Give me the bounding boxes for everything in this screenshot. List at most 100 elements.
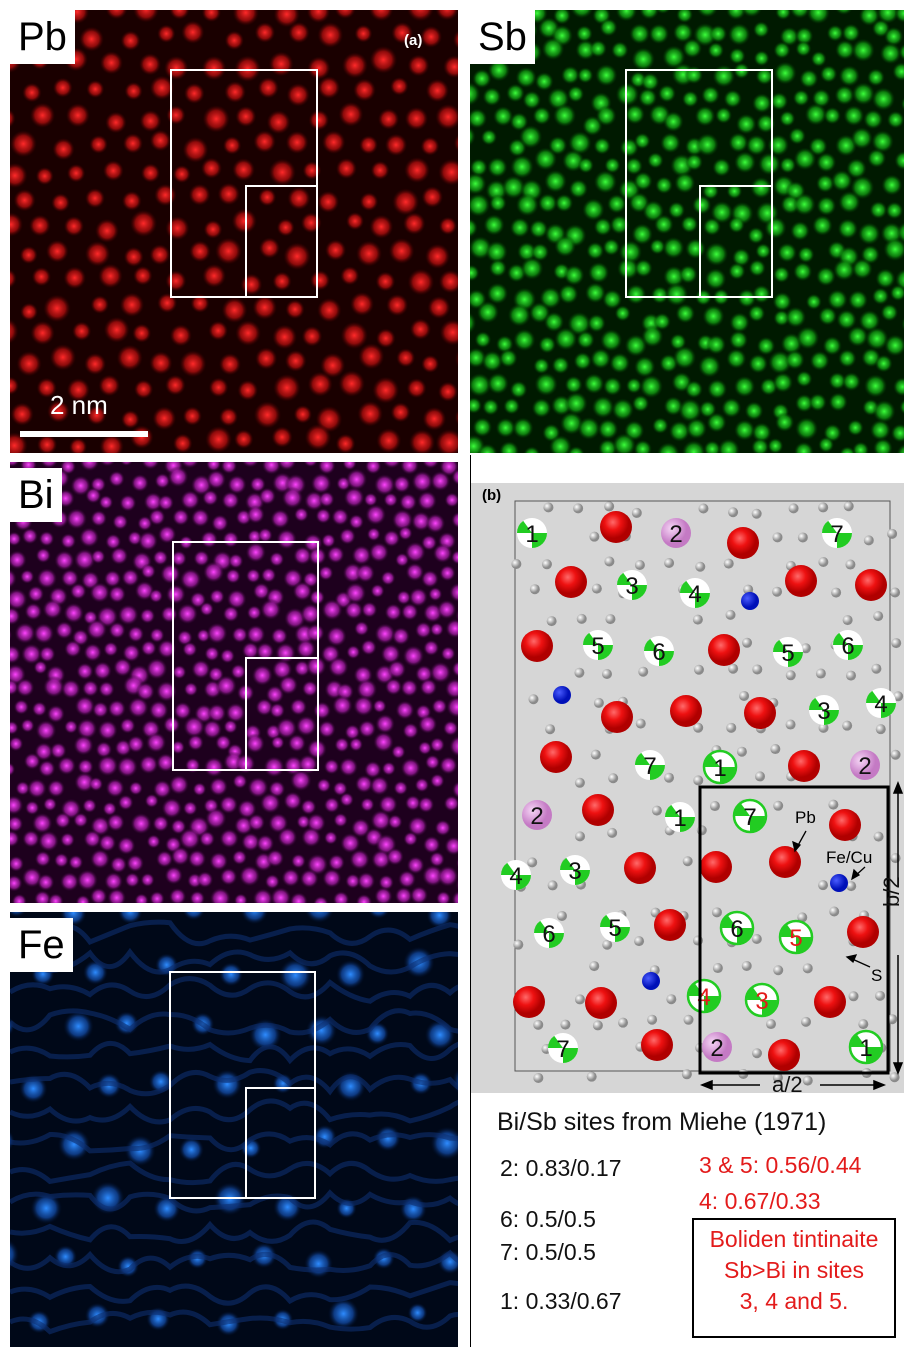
map-intensity-spot: [165, 216, 189, 240]
map-intensity-spot: [573, 352, 591, 370]
map-intensity-spot: [182, 137, 208, 163]
map-intensity-spot: [120, 718, 136, 734]
map-intensity-spot: [587, 314, 606, 333]
fe-map-panel: Fe: [10, 912, 458, 1347]
map-intensity-spot: [22, 528, 39, 545]
map-intensity-spot: [245, 734, 265, 754]
map-intensity-spot: [235, 106, 256, 127]
map-intensity-spot: [482, 87, 501, 106]
map-intensity-spot: [64, 640, 82, 658]
map-intensity-spot: [285, 300, 305, 320]
map-intensity-spot: [339, 792, 354, 807]
s-atom: [849, 991, 859, 1001]
legend-entry-site-6: 6: 0.5/0.5: [500, 1206, 596, 1233]
s-atom: [592, 584, 602, 594]
map-intensity-spot: [123, 133, 143, 153]
svg-text:5: 5: [591, 633, 604, 660]
map-intensity-spot: [576, 331, 594, 349]
map-intensity-spot: [76, 663, 94, 681]
map-intensity-spot: [775, 413, 794, 432]
map-intensity-spot: [391, 402, 411, 422]
map-intensity-spot: [220, 868, 238, 886]
map-intensity-spot: [108, 699, 127, 718]
s-atom: [635, 560, 645, 570]
map-intensity-spot: [302, 326, 323, 347]
map-intensity-spot: [872, 87, 896, 111]
map-intensity-spot: [600, 329, 622, 351]
map-intensity-spot: [141, 564, 156, 579]
map-intensity-spot: [338, 102, 363, 127]
map-intensity-spot: [701, 86, 720, 105]
map-intensity-spot: [603, 377, 622, 396]
map-intensity-spot: [542, 37, 565, 60]
map-intensity-spot: [755, 243, 771, 259]
map-intensity-spot: [336, 960, 366, 990]
map-intensity-spot: [838, 219, 859, 240]
s-atom: [712, 907, 722, 917]
map-intensity-spot: [589, 40, 607, 58]
map-intensity-spot: [554, 235, 576, 257]
map-intensity-spot: [277, 219, 295, 237]
map-intensity-spot: [202, 105, 230, 133]
s-atom: [801, 1017, 811, 1027]
map-intensity-spot: [384, 603, 402, 621]
map-intensity-spot: [180, 568, 202, 590]
map-intensity-spot: [183, 801, 198, 816]
s-atom: [593, 1020, 603, 1030]
map-intensity-spot: [685, 380, 703, 398]
map-intensity-spot: [10, 130, 37, 157]
svg-text:4: 4: [874, 691, 887, 718]
map-intensity-spot: [789, 127, 806, 144]
map-intensity-spot: [863, 109, 883, 129]
map-intensity-spot: [681, 215, 699, 233]
bi-sb-site-6: 6: [644, 636, 674, 666]
map-intensity-spot: [67, 164, 86, 183]
map-intensity-spot: [120, 293, 145, 318]
svg-text:6: 6: [841, 633, 854, 660]
map-intensity-spot: [430, 622, 444, 636]
map-intensity-spot: [522, 91, 541, 110]
map-intensity-spot: [172, 665, 187, 680]
s-atom: [739, 691, 749, 701]
map-intensity-spot: [374, 474, 396, 496]
map-intensity-spot: [53, 78, 73, 98]
s-atom: [726, 610, 736, 620]
map-intensity-spot: [204, 646, 220, 662]
map-intensity-spot: [89, 135, 108, 154]
pb-atom: [585, 987, 617, 1019]
map-intensity-spot: [439, 565, 456, 582]
map-intensity-spot: [16, 678, 35, 697]
map-intensity-spot: [421, 186, 443, 208]
s-atom: [858, 1019, 868, 1029]
map-intensity-spot: [632, 47, 656, 71]
map-intensity-spot: [607, 194, 627, 214]
map-intensity-spot: [75, 696, 96, 717]
boliden-note-line-3: 3, 4 and 5.: [694, 1288, 894, 1315]
map-intensity-spot: [371, 161, 390, 180]
s-atom: [752, 934, 762, 944]
map-intensity-spot: [141, 640, 157, 656]
map-intensity-spot: [103, 641, 118, 656]
map-intensity-spot: [125, 872, 141, 888]
map-intensity-spot: [228, 553, 244, 569]
map-intensity-spot: [827, 289, 848, 310]
s-atom: [829, 907, 839, 917]
map-intensity-spot: [401, 758, 421, 778]
map-intensity-spot: [82, 680, 99, 697]
svg-text:2: 2: [710, 1035, 723, 1062]
map-intensity-spot: [179, 1137, 204, 1162]
map-intensity-spot: [20, 303, 38, 321]
map-intensity-spot: [154, 184, 177, 207]
s-atom: [575, 778, 585, 788]
map-intensity-spot: [269, 52, 294, 77]
map-intensity-spot: [177, 603, 198, 624]
map-intensity-spot: [818, 437, 834, 453]
pb-atom: [641, 1029, 673, 1061]
s-atom: [818, 502, 828, 512]
map-intensity-spot: [291, 854, 306, 869]
map-intensity-spot: [415, 621, 432, 638]
map-intensity-spot: [395, 700, 414, 719]
map-intensity-spot: [634, 133, 651, 150]
map-intensity-spot: [212, 1069, 242, 1099]
